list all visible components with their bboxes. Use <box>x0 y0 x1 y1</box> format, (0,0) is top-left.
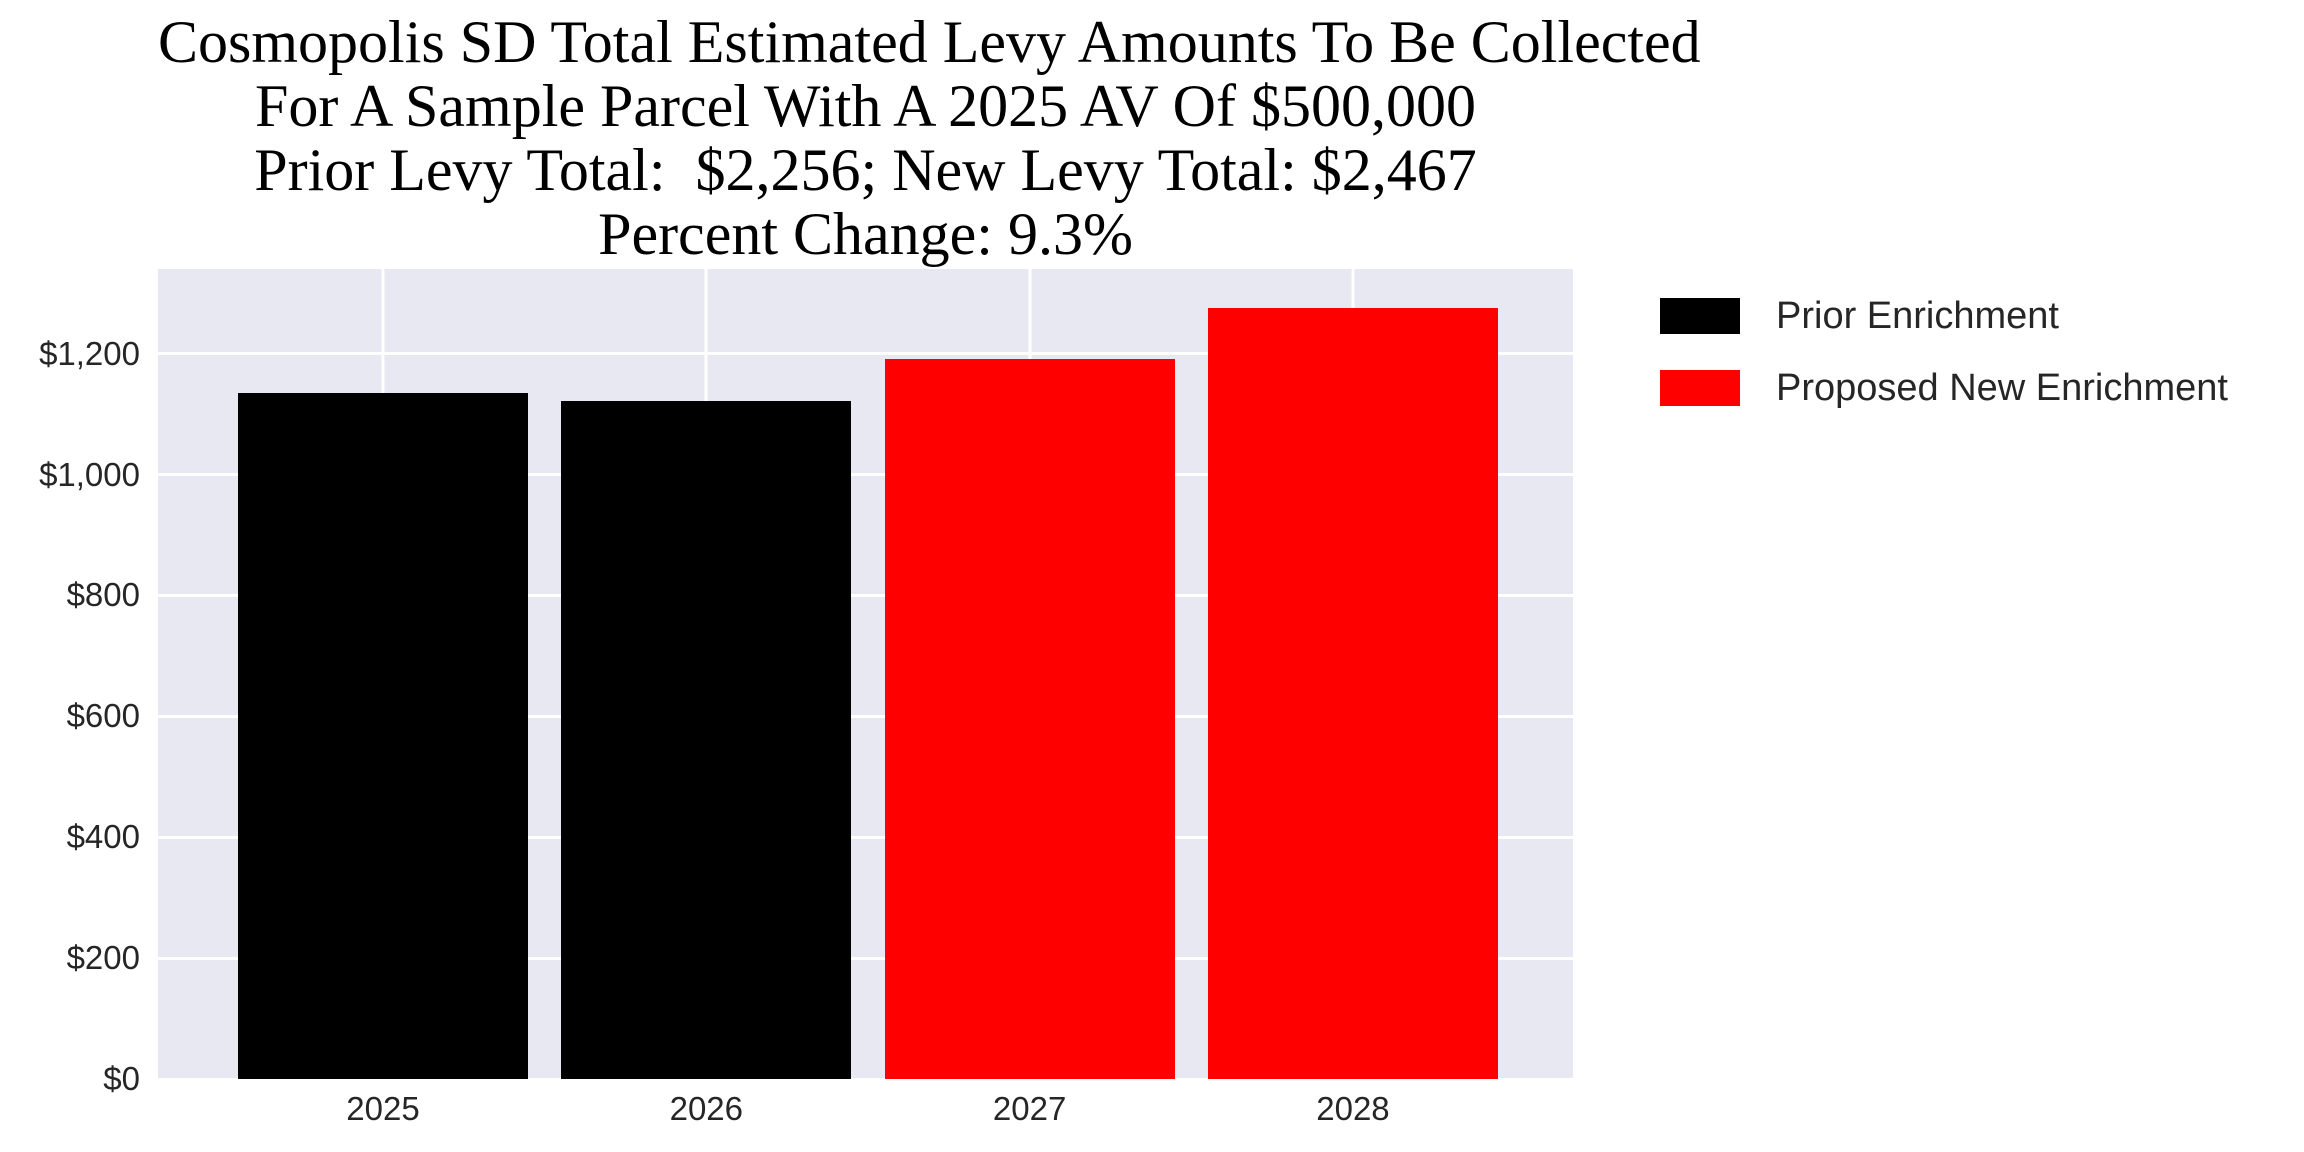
legend-label-prior-enrichment: Prior Enrichment <box>1776 294 2059 337</box>
y-tick-label: $800 <box>66 576 140 614</box>
y-tick-label: $200 <box>66 939 140 977</box>
legend-item-proposed-new-enrichment: Proposed New Enrichment <box>1660 365 2228 411</box>
legend-swatch-proposed-new-enrichment <box>1660 370 1740 406</box>
bar-2028 <box>1207 307 1498 1079</box>
gridline-horizontal <box>158 1077 1573 1081</box>
gridline-horizontal <box>158 352 1573 356</box>
title-line-4: Percent Change: 9.3% <box>598 201 1133 267</box>
x-axis-tick-labels: 2025 2026 2027 2028 <box>158 1090 1573 1130</box>
gridline-horizontal <box>158 956 1573 960</box>
x-tick-label-2026: 2026 <box>669 1090 744 1127</box>
y-tick-label: $400 <box>66 818 140 856</box>
legend: Prior Enrichment Proposed New Enrichment <box>1660 293 2228 437</box>
gridline-horizontal <box>158 593 1573 597</box>
x-tick-label-2028: 2028 <box>1316 1090 1390 1127</box>
bar-2025 <box>237 392 528 1079</box>
bar-2026 <box>561 401 852 1079</box>
bar-2027 <box>884 359 1175 1079</box>
title-line-2: For A Sample Parcel With A 2025 AV Of $5… <box>255 73 1476 139</box>
gridline-horizontal <box>158 714 1573 718</box>
legend-item-prior-enrichment: Prior Enrichment <box>1660 293 2228 339</box>
chart-title: Cosmopolis SD Total Estimated Levy Amoun… <box>158 9 1701 267</box>
y-tick-label: $600 <box>66 697 140 735</box>
gridline-horizontal <box>158 473 1573 477</box>
gridline-horizontal <box>158 835 1573 839</box>
y-tick-label: $1,000 <box>39 455 140 493</box>
y-axis-tick-labels: $0 $200 $400 $600 $800 $1,000 $1,200 <box>0 269 140 1097</box>
title-line-3: Prior Levy Total: $2,256; New Levy Total… <box>254 137 1477 203</box>
legend-swatch-prior-enrichment <box>1660 298 1740 334</box>
legend-label-proposed-new-enrichment: Proposed New Enrichment <box>1776 366 2228 409</box>
y-tick-label: $0 <box>103 1060 140 1097</box>
plot-area <box>158 269 1573 1081</box>
x-tick-label-2025: 2025 <box>346 1090 420 1127</box>
y-tick-label: $1,200 <box>39 334 140 372</box>
title-line-1: Cosmopolis SD Total Estimated Levy Amoun… <box>158 9 1701 75</box>
x-tick-label-2027: 2027 <box>992 1090 1067 1127</box>
